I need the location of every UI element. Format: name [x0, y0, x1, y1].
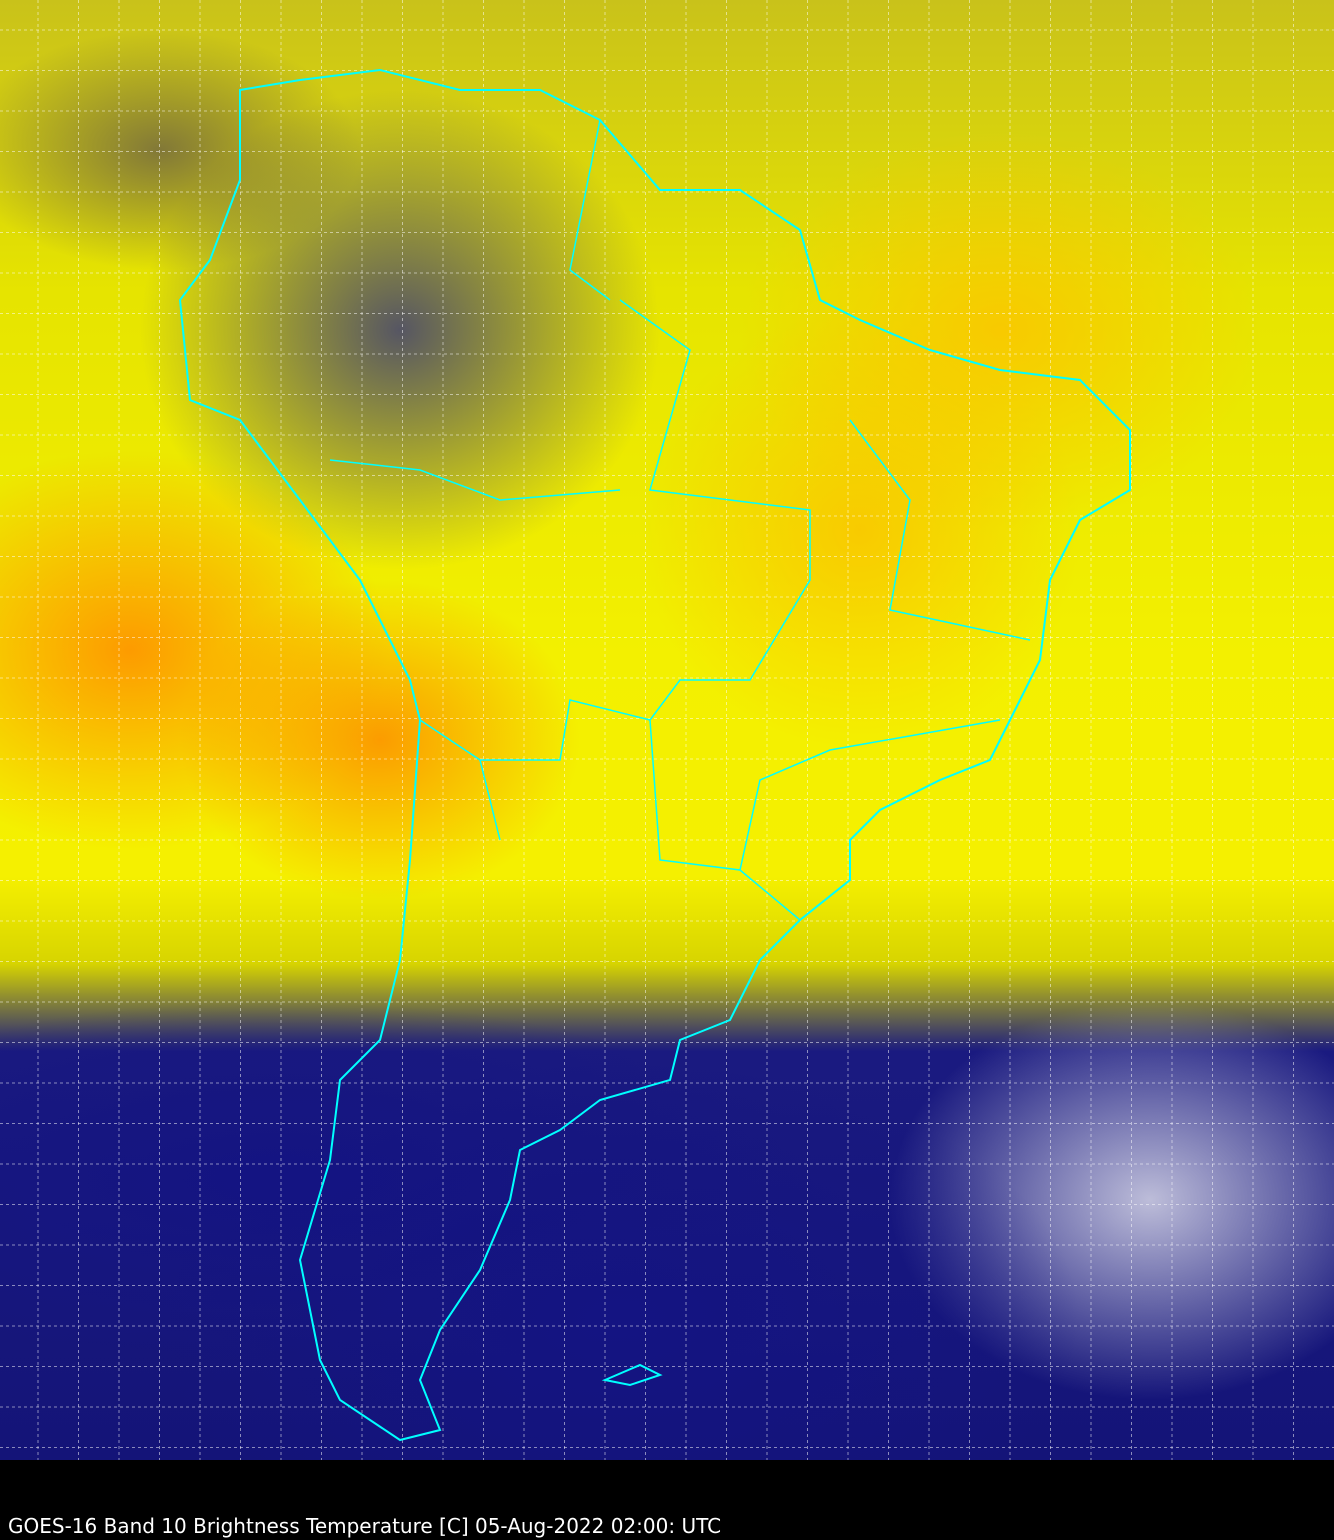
image-caption: GOES-16 Band 10 Brightness Temperature [… — [8, 1514, 722, 1538]
falklands-outline — [601, 1363, 663, 1387]
south-america-outline — [178, 68, 1131, 1442]
country-borders — [178, 68, 1131, 1442]
satellite-imagery — [0, 0, 1334, 1460]
country-borders-interior — [329, 119, 1031, 921]
lat-lon-grid — [0, 0, 1334, 1460]
